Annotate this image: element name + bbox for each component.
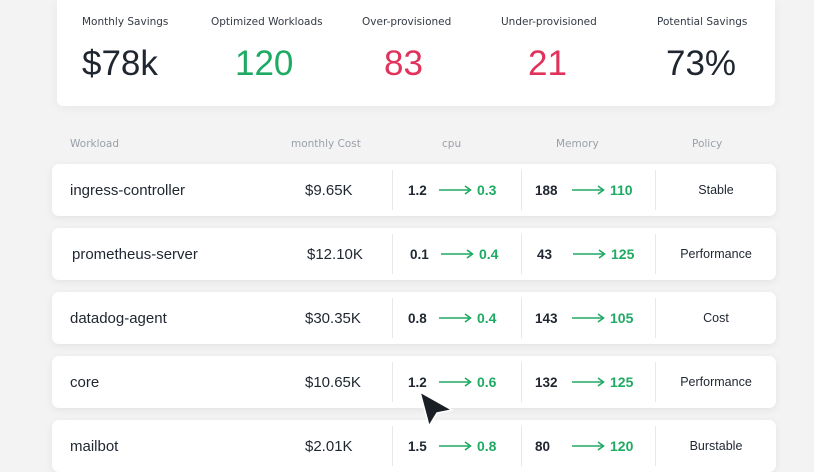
workload-name: ingress-controller <box>70 181 186 199</box>
stat-label: Under-provisioned <box>501 16 597 28</box>
monthly-cost: $10.65K <box>305 373 361 391</box>
column-divider <box>521 170 522 210</box>
policy-value[interactable]: Performance <box>680 375 752 389</box>
stat-label: Potential Savings <box>657 16 748 28</box>
column-header-policy[interactable]: Policy <box>692 138 723 150</box>
cpu-change: 0.1 0.4 <box>410 228 520 280</box>
monthly-cost: $30.35K <box>305 309 361 327</box>
memory-recommended: 125 <box>611 246 635 262</box>
arrow-right-icon <box>572 441 605 451</box>
column-divider <box>392 362 393 402</box>
workload-name: datadog-agent <box>70 309 167 327</box>
table-row[interactable]: prometheus-server $12.10K 0.1 0.4 43 125… <box>52 228 776 280</box>
cpu-recommended: 0.4 <box>477 310 497 326</box>
cpu-change: 1.2 0.6 <box>408 356 518 408</box>
table-row[interactable]: ingress-controller $9.65K 1.2 0.3 188 11… <box>52 164 776 216</box>
memory-change: 143 105 <box>535 292 653 344</box>
arrow-right-icon <box>572 377 605 387</box>
column-header-memory[interactable]: Memory <box>556 138 599 150</box>
stat-label: Optimized Workloads <box>211 16 323 28</box>
arrow-right-icon <box>573 249 606 259</box>
column-divider <box>521 426 522 466</box>
monthly-cost: $2.01K <box>305 437 353 455</box>
policy-value[interactable]: Performance <box>680 247 752 261</box>
cpu-current: 1.5 <box>408 438 427 454</box>
arrow-right-icon <box>572 185 605 195</box>
cpu-current: 1.2 <box>408 374 427 390</box>
stat-under-provisioned: Under-provisioned 21 <box>501 0 621 106</box>
cpu-recommended: 0.4 <box>479 246 499 262</box>
stat-value: $78k <box>82 44 158 83</box>
memory-current: 188 <box>535 182 558 198</box>
stat-optimized-workloads: Optimized Workloads 120 <box>211 0 351 106</box>
table-header: Workload monthly Cost cpu Memory Policy <box>52 138 776 154</box>
column-divider <box>655 298 656 338</box>
memory-current: 80 <box>535 438 551 454</box>
stat-value: 83 <box>384 44 423 83</box>
arrow-right-icon <box>439 377 472 387</box>
monthly-cost: $9.65K <box>305 181 353 199</box>
column-header-workload[interactable]: Workload <box>70 138 120 150</box>
workload-name: prometheus-server <box>72 245 198 263</box>
workload-name: mailbot <box>70 437 119 455</box>
mouse-cursor-icon <box>419 391 453 427</box>
column-divider <box>655 170 656 210</box>
cpu-change: 1.5 0.8 <box>408 420 518 472</box>
memory-change: 80 120 <box>535 420 653 472</box>
arrow-right-icon <box>441 249 474 259</box>
stat-label: Over-provisioned <box>362 16 452 28</box>
memory-current: 43 <box>537 246 553 262</box>
memory-recommended: 110 <box>610 182 633 198</box>
memory-recommended: 120 <box>610 438 634 454</box>
cpu-current: 1.2 <box>408 182 427 198</box>
cpu-recommended: 0.8 <box>477 438 497 454</box>
table-row[interactable]: datadog-agent $30.35K 0.8 0.4 143 105 Co… <box>52 292 776 344</box>
stat-label: Monthly Savings <box>82 16 169 28</box>
cpu-current: 0.8 <box>408 310 427 326</box>
table-row[interactable]: core $10.65K 1.2 0.6 132 125 Performance <box>52 356 776 408</box>
policy-value[interactable]: Burstable <box>689 439 743 453</box>
table-row[interactable]: mailbot $2.01K 1.5 0.8 80 120 Burstable <box>52 420 776 472</box>
column-divider <box>392 426 393 466</box>
memory-change: 188 110 <box>535 164 653 216</box>
arrow-right-icon <box>439 313 472 323</box>
column-divider <box>655 234 656 274</box>
column-divider <box>655 362 656 402</box>
workload-name: core <box>70 373 100 391</box>
stat-value: 120 <box>235 44 294 83</box>
monthly-cost: $12.10K <box>307 245 363 263</box>
summary-card: Monthly Savings $78k Optimized Workloads… <box>57 0 775 106</box>
policy-value[interactable]: Stable <box>698 183 734 197</box>
column-header-monthly-cost[interactable]: monthly Cost <box>291 138 361 150</box>
column-divider <box>655 426 656 466</box>
column-divider <box>392 170 393 210</box>
column-divider <box>392 298 393 338</box>
stat-potential-savings: Potential Savings 73% <box>657 0 767 106</box>
memory-recommended: 105 <box>610 310 634 326</box>
policy-value[interactable]: Cost <box>703 311 729 325</box>
memory-current: 143 <box>535 310 558 326</box>
arrow-right-icon <box>439 185 472 195</box>
cpu-change: 0.8 0.4 <box>408 292 518 344</box>
stat-value: 73% <box>666 44 737 83</box>
column-header-cpu[interactable]: cpu <box>442 138 462 150</box>
stat-monthly-savings: Monthly Savings $78k <box>82 0 202 106</box>
column-divider <box>392 234 393 274</box>
memory-change: 43 125 <box>537 228 655 280</box>
cpu-current: 0.1 <box>410 246 429 262</box>
memory-current: 132 <box>535 374 558 390</box>
column-divider <box>521 298 522 338</box>
cpu-recommended: 0.3 <box>477 182 497 198</box>
arrow-right-icon <box>572 313 605 323</box>
column-divider <box>521 234 522 274</box>
stat-value: 21 <box>528 44 567 83</box>
stat-over-provisioned: Over-provisioned 83 <box>362 0 482 106</box>
cpu-change: 1.2 0.3 <box>408 164 518 216</box>
memory-recommended: 125 <box>610 374 634 390</box>
cpu-recommended: 0.6 <box>477 374 497 390</box>
arrow-right-icon <box>439 441 472 451</box>
column-divider <box>521 362 522 402</box>
memory-change: 132 125 <box>535 356 653 408</box>
